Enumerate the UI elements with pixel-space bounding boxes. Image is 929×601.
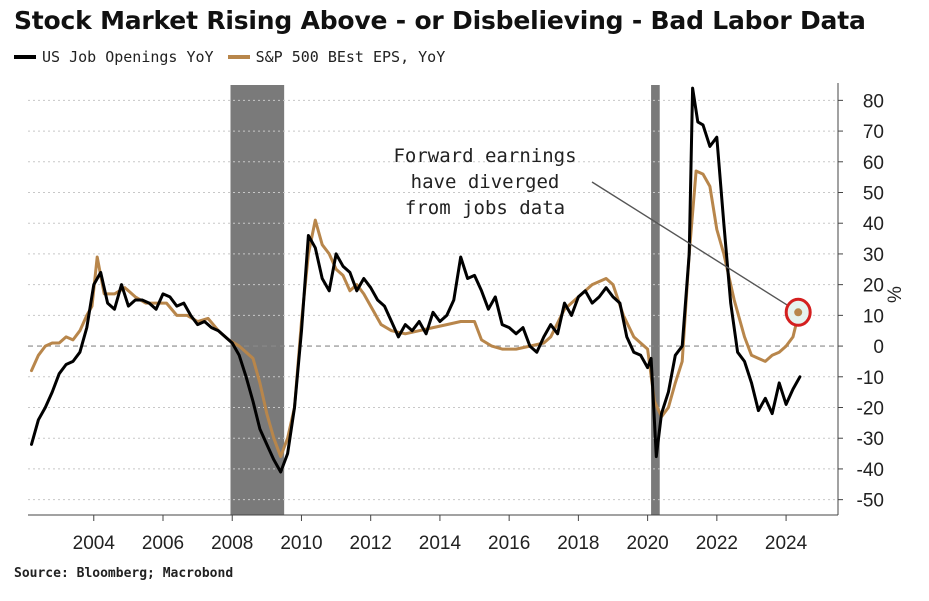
y-axis-unit: % [885,286,906,303]
recession-band-0 [230,85,285,515]
x-tick-label-2020: 2020 [626,533,668,554]
x-tick-label-2006: 2006 [142,533,184,554]
legend-swatch-eps [227,55,250,59]
x-tick-label-2014: 2014 [419,533,462,554]
legend-label-job-openings: US Job Openings YoY [42,48,214,66]
gridlines [28,99,838,501]
y-tick-label-60: 60 [863,153,884,174]
annotation-line-2: have diverged [411,171,560,193]
y-tick-label-70: 70 [863,122,884,143]
annotation-line-1: Forward earnings [393,145,576,167]
x-tick-label-2010: 2010 [280,533,322,554]
y-tick-label-30: 30 [863,245,884,266]
annotation: Forward earnings have diverged from jobs d… [393,145,812,327]
x-tick-label-2012: 2012 [350,533,392,554]
y-tick-label-80: 80 [863,91,884,112]
source-note: Source: Bloomberg; Macrobond [14,566,234,581]
y-tick-label-10: 10 [863,306,884,327]
y-tick-label--10: -10 [857,368,884,389]
x-tick-label-2016: 2016 [488,533,530,554]
annotation-pointer-line [591,181,790,307]
recession-band-1 [651,85,660,515]
legend-entry-eps: S&P 500 BEst EPS, YoY [227,48,446,66]
legend-swatch-job-openings [14,55,36,59]
y-tick-label-0: 0 [873,337,884,358]
y-tick-label--50: -50 [857,491,884,512]
chart-title: Stock Market Rising Above - or Disbeliev… [14,6,866,35]
highlight-dot [794,308,803,317]
y-tick-label-20: 20 [863,276,884,297]
annotation-line-3: from jobs data [405,197,565,219]
y-tick-label--30: -30 [857,429,884,450]
legend: US Job Openings YoY S&P 500 BEst EPS, Yo… [14,48,459,66]
y-tick-label-50: 50 [863,184,884,205]
x-tick-label-2004: 2004 [73,533,116,554]
y-tick-label-40: 40 [863,214,884,235]
legend-entry-job-openings: US Job Openings YoY [14,48,214,66]
x-tick-label-2018: 2018 [557,533,599,554]
y-tick-label--20: -20 [857,399,884,420]
series-lines [30,86,802,474]
x-tick-label-2008: 2008 [211,533,253,554]
y-tick-label--40: -40 [857,460,884,481]
legend-label-eps: S&P 500 BEst EPS, YoY [255,48,446,66]
x-tick-label-2022: 2022 [696,533,738,554]
x-tick-label-2024: 2024 [765,533,808,554]
series-line-job-openings [30,86,802,474]
